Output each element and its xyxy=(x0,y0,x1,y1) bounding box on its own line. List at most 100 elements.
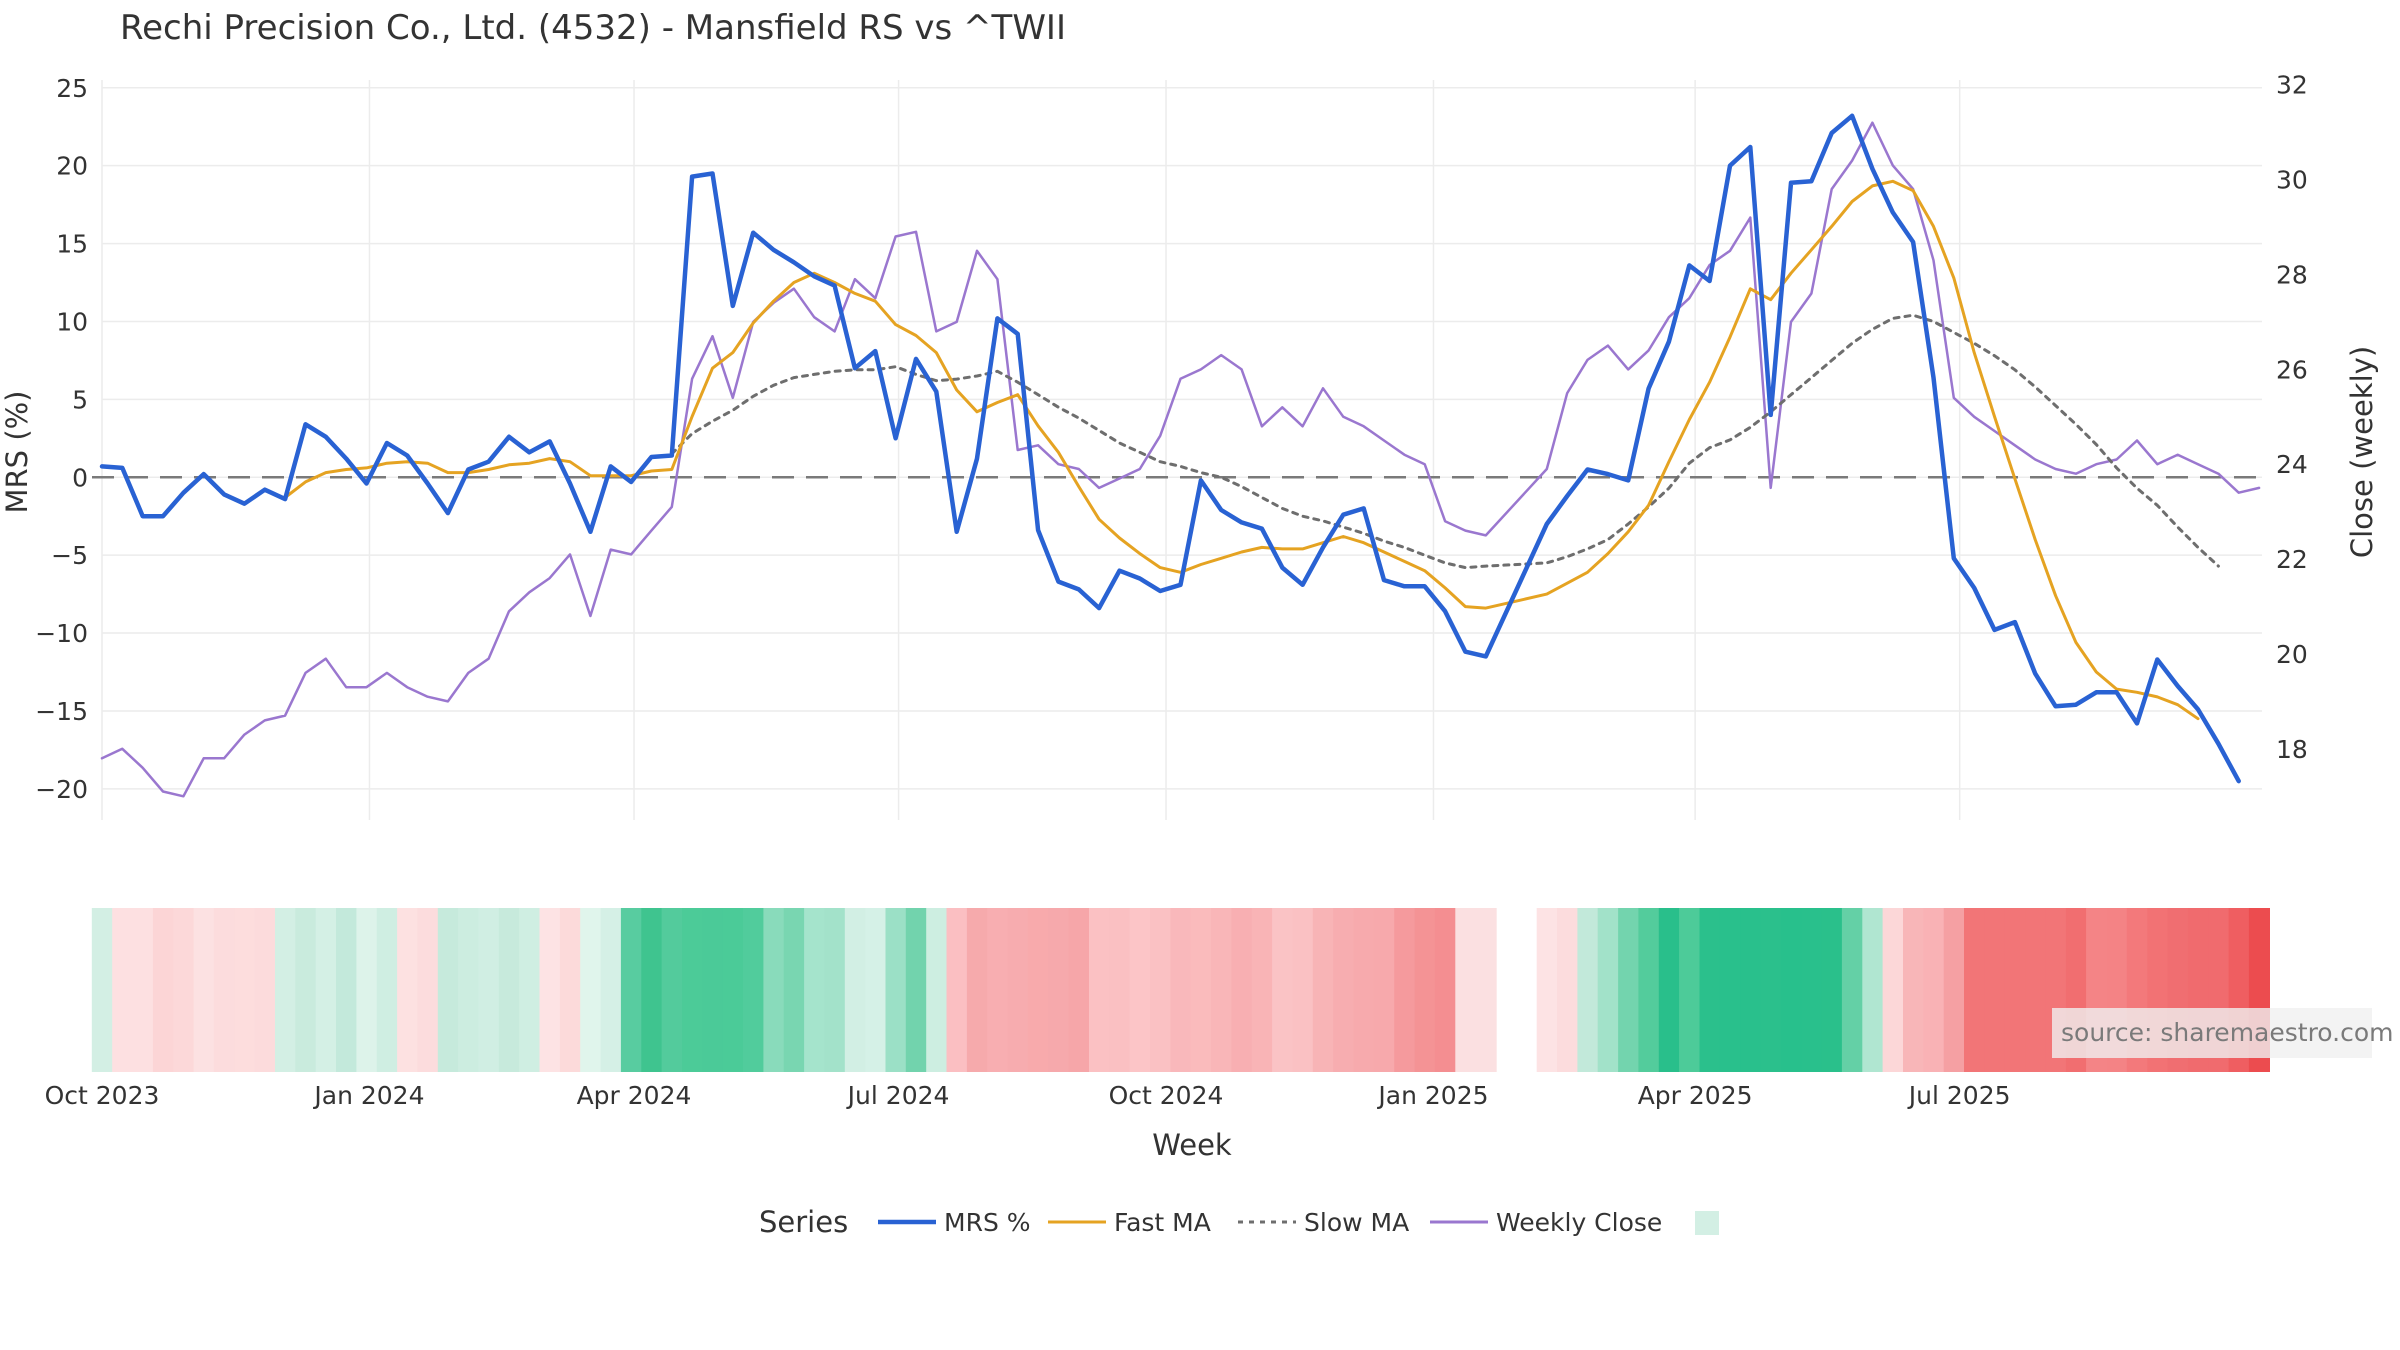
y-axis-ticks: 25 20 15 10 5 0 −5 −10 −15 −20 xyxy=(35,74,88,804)
y-tick-label: 25 xyxy=(56,74,88,103)
strip-cell xyxy=(1394,908,1416,1072)
strip-cell xyxy=(1679,908,1701,1072)
strip-cell xyxy=(1475,908,1497,1072)
strip-cell xyxy=(743,908,765,1072)
strip-cell xyxy=(1719,908,1741,1072)
y2-tick-label: 28 xyxy=(2276,260,2308,289)
strip-cell xyxy=(295,908,317,1072)
strip-cell xyxy=(132,908,154,1072)
strip-cell xyxy=(356,908,378,1072)
y2-tick-label: 22 xyxy=(2276,545,2308,574)
source-label: source: sharemaestro.com xyxy=(2061,1018,2394,1047)
strip-cell xyxy=(804,908,826,1072)
strip-cell xyxy=(763,908,785,1072)
y-tick-label: −10 xyxy=(35,619,88,648)
strip-cell xyxy=(1455,908,1477,1072)
strip-cell xyxy=(1841,908,1863,1072)
y2-tick-label: 32 xyxy=(2276,71,2308,100)
series-line-mrs xyxy=(99,113,2241,784)
strip-cell xyxy=(1557,908,1579,1072)
y-tick-label: 20 xyxy=(56,152,88,181)
series-line-weekly-close xyxy=(100,121,2261,798)
legend: Series MRS % Fast MA Slow MA Weekly Close xyxy=(759,1205,1719,1239)
strip-cell xyxy=(661,908,683,1072)
strip-cell xyxy=(1862,908,1884,1072)
strip-cell xyxy=(1190,908,1212,1072)
strip-cell xyxy=(1943,908,1965,1072)
strip-cell xyxy=(519,908,541,1072)
strip-cell xyxy=(580,908,602,1072)
legend-label: Weekly Close xyxy=(1496,1208,1662,1237)
strip-cell xyxy=(1760,908,1782,1072)
strip-cell xyxy=(1536,908,1558,1072)
strip-cell xyxy=(1740,908,1762,1072)
y-tick-label: −5 xyxy=(51,541,88,570)
y2-axis-ticks: 32 30 28 26 24 22 20 18 xyxy=(2276,71,2308,764)
strip-cell xyxy=(2025,908,2047,1072)
strip-cell xyxy=(1373,908,1395,1072)
x-tick-label: Jul 2025 xyxy=(1907,1081,2011,1110)
x-axis-ticks: Oct 2023 Jan 2024 Apr 2024 Jul 2024 Oct 2024… xyxy=(45,1081,2011,1110)
strip-cell xyxy=(112,908,134,1072)
strip-cell xyxy=(1577,908,1599,1072)
y2-tick-label: 24 xyxy=(2276,450,2308,479)
strip-cell xyxy=(1780,908,1802,1072)
x-tick-label: Jan 2024 xyxy=(312,1081,424,1110)
grid xyxy=(101,80,2262,820)
strip-cell xyxy=(1292,908,1314,1072)
strip-cell xyxy=(987,908,1009,1072)
strip-cell xyxy=(1903,908,1925,1072)
legend-title: Series xyxy=(759,1205,848,1239)
strip-cell xyxy=(722,908,744,1072)
strip-cell xyxy=(478,908,500,1072)
x-tick-label: Apr 2025 xyxy=(1638,1081,1753,1110)
series-line-fast-ma xyxy=(283,179,2200,721)
strip-cell xyxy=(682,908,704,1072)
strip-cell xyxy=(926,908,948,1072)
strip-cell xyxy=(1129,908,1151,1072)
strip-cell xyxy=(1068,908,1090,1072)
y-tick-label: −15 xyxy=(35,697,88,726)
strip-cell xyxy=(966,908,988,1072)
strip-cell xyxy=(865,908,887,1072)
strip-cell xyxy=(275,908,297,1072)
strip-cell xyxy=(2004,908,2026,1072)
y2-tick-label: 18 xyxy=(2276,735,2308,764)
strip-cell xyxy=(152,908,174,1072)
source-badge xyxy=(2052,1008,2372,1058)
strip-cell xyxy=(1964,908,1986,1072)
strip-cell xyxy=(783,908,805,1072)
strip-cell xyxy=(437,908,459,1072)
strip-cell xyxy=(559,908,581,1072)
x-tick-label: Oct 2023 xyxy=(45,1081,160,1110)
y-tick-label: −20 xyxy=(35,775,88,804)
strip-cell xyxy=(254,908,276,1072)
strip-cell xyxy=(1801,908,1823,1072)
strip-cell xyxy=(702,908,724,1072)
strip-cell xyxy=(1414,908,1436,1072)
strip-cell xyxy=(600,908,622,1072)
strip-cell xyxy=(620,908,642,1072)
strip-cell xyxy=(1434,908,1456,1072)
y2-axis-title: Close (weekly) xyxy=(2345,346,2379,558)
strip-cell xyxy=(458,908,480,1072)
chart-title: Rechi Precision Co., Ltd. (4532) - Mansf… xyxy=(120,8,1066,48)
y-tick-label: 5 xyxy=(72,385,88,414)
x-tick-label: Apr 2024 xyxy=(577,1081,692,1110)
strip-cell xyxy=(173,908,195,1072)
strip-cell xyxy=(1027,908,1049,1072)
strip-cell xyxy=(397,908,419,1072)
strip-cell xyxy=(885,908,907,1072)
y-tick-label: 10 xyxy=(56,307,88,336)
y-tick-label: 0 xyxy=(72,463,88,492)
strip-cell xyxy=(1699,908,1721,1072)
strip-cell xyxy=(641,908,663,1072)
legend-swatch xyxy=(1695,1211,1719,1235)
y2-tick-label: 20 xyxy=(2276,640,2308,669)
strip-cell xyxy=(1231,908,1253,1072)
strip-cell xyxy=(193,908,215,1072)
strip-cell xyxy=(234,908,256,1072)
strip-cell xyxy=(539,908,561,1072)
regime-strip xyxy=(91,908,2270,1072)
